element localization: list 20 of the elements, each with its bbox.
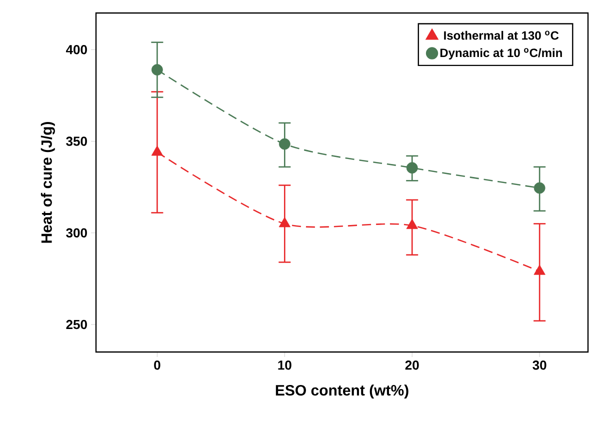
point	[406, 218, 418, 230]
point	[278, 217, 290, 228]
x-tick-label: 20	[405, 360, 419, 370]
y-tick-label: 350	[66, 136, 87, 146]
point	[534, 264, 546, 275]
x-tick-label: 10	[278, 360, 292, 370]
x-tick-label: 30	[532, 360, 546, 370]
point	[406, 162, 418, 174]
legend-label: Isothermal at 130 $^{o}$C	[444, 30, 559, 40]
x-axis-title: ESO content (wt%)	[276, 384, 408, 399]
point	[151, 146, 164, 156]
y-tick-label: 300	[66, 228, 87, 238]
legend-label: Dynamic at 10 $^{o}$C/min	[440, 48, 562, 60]
point	[534, 182, 546, 194]
y-axis-title: Heat of cure (J/g)	[40, 122, 55, 243]
y-tick-label: 250	[66, 320, 87, 330]
y-tick-label: 400	[66, 45, 87, 54]
x-tick-label: 0	[154, 360, 160, 370]
point	[278, 138, 290, 150]
point	[151, 64, 163, 76]
